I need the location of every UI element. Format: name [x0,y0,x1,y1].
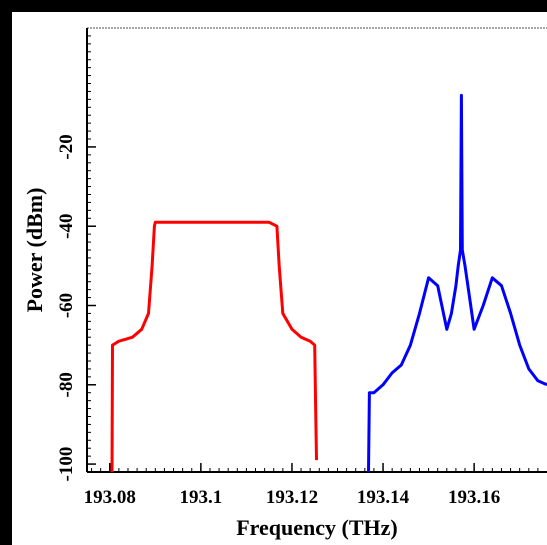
series-layer [110,93,547,473]
y-tick-label: -100 [56,447,77,482]
y-tick-label: -20 [56,134,77,159]
y-axis-title: Power (dBm) [22,188,47,313]
figure-panel: 193.08 193.1 193.12 193.14 193.16 -20 -40 -60 -8… [12,12,547,545]
x-tick-label: 193.12 [266,487,318,508]
series-line-1 [110,220,318,473]
x-tick-label: 193.1 [179,487,222,508]
y-tick-label: -60 [56,293,77,318]
axis-ticks: 193.08 193.1 193.12 193.14 193.16 -20 -40 -60 -8… [56,35,539,508]
spectrum-chart: 193.08 193.1 193.12 193.14 193.16 -20 -40 -60 -8… [22,27,547,540]
x-axis-title: Frequency (THz) [236,515,398,540]
series-line-2 [367,93,547,473]
x-tick-label: 193.08 [84,487,136,508]
x-tick-label: 193.16 [448,487,500,508]
y-tick-label: -40 [56,214,77,239]
y-tick-label: -80 [56,372,77,397]
x-tick-label: 193.14 [357,487,410,508]
